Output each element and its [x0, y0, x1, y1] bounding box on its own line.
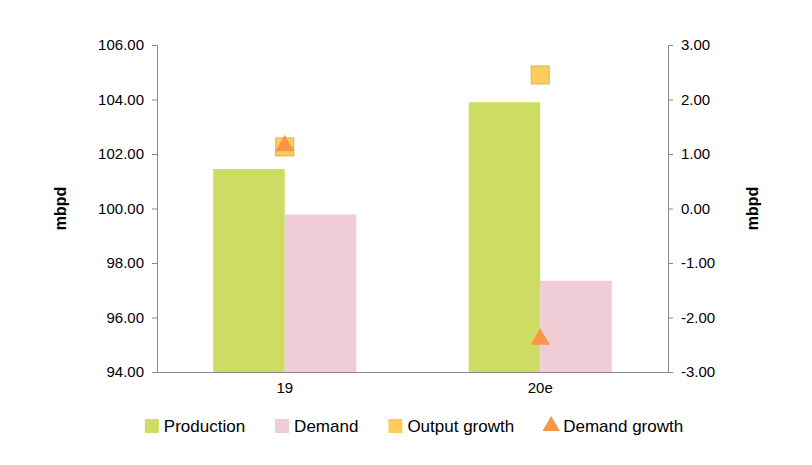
tick-mark — [152, 100, 157, 101]
tick: 3.00 — [668, 36, 710, 53]
tick-mark — [152, 318, 157, 319]
tick-mark — [668, 318, 673, 319]
tick: 19 — [276, 379, 293, 396]
tick-label: -2.00 — [681, 309, 715, 326]
legend-swatch — [275, 419, 289, 433]
tick-label: 94.00 — [106, 363, 144, 380]
tick-mark — [668, 209, 673, 210]
bar — [469, 102, 541, 372]
bar — [540, 281, 612, 372]
legend-swatch — [542, 416, 559, 431]
axis-line — [158, 372, 669, 373]
tick-mark — [152, 372, 157, 373]
tick-mark — [668, 154, 673, 155]
bar — [285, 214, 357, 372]
y2-axis: -3.00 -2.00 -1.00 0.00 1.00 2.00 3.00 — [668, 36, 715, 380]
tick-label: 2.00 — [681, 91, 710, 108]
tick: -1.00 — [668, 254, 715, 271]
tick: 94.00 — [106, 363, 157, 380]
legend-item: Production — [145, 417, 245, 436]
tick-mark — [668, 45, 673, 46]
series — [285, 214, 612, 372]
tick: 1.00 — [668, 145, 710, 162]
series — [276, 66, 550, 156]
bar — [213, 169, 285, 372]
tick-mark — [152, 209, 157, 210]
plot-marks — [213, 66, 612, 372]
tick-label: 106.00 — [98, 36, 144, 53]
marker — [531, 66, 549, 84]
legend-item: Demand — [275, 417, 358, 436]
tick-label: 3.00 — [681, 36, 710, 53]
tick-label: 0.00 — [681, 200, 710, 217]
legend-label: Demand — [294, 417, 358, 436]
tick-mark — [152, 45, 157, 46]
tick: 20e — [528, 379, 553, 396]
tick-label: -1.00 — [681, 254, 715, 271]
tick: 98.00 — [106, 254, 157, 271]
tick-label: 20e — [528, 379, 553, 396]
y-axis: 94.00 96.00 98.00 100.00 102.00 104.00 106.00 — [98, 36, 157, 380]
tick-label: 1.00 — [681, 145, 710, 162]
legend: Production Demand Output growth Demand grow… — [145, 416, 683, 436]
tick-mark — [152, 154, 157, 155]
legend-label: Demand growth — [563, 417, 683, 436]
axis-line — [152, 46, 158, 373]
tick-mark — [668, 372, 673, 373]
legend-item: Demand growth — [542, 416, 683, 436]
series — [275, 135, 550, 345]
tick: 0.00 — [668, 200, 710, 217]
tick: 96.00 — [106, 309, 157, 326]
series — [213, 102, 540, 372]
chart: 94.00 96.00 98.00 100.00 102.00 104.00 106.00 -… — [0, 0, 812, 465]
tick-label: 19 — [276, 379, 293, 396]
tick: 2.00 — [668, 91, 710, 108]
tick: 102.00 — [98, 145, 157, 162]
legend-swatch — [145, 419, 159, 433]
tick: 100.00 — [98, 200, 157, 217]
legend-item: Output growth — [388, 417, 514, 436]
tick-label: 96.00 — [106, 309, 144, 326]
marker — [531, 328, 550, 345]
tick-label: 100.00 — [98, 200, 144, 217]
tick: -2.00 — [668, 309, 715, 326]
marker — [275, 135, 294, 152]
axis-line — [669, 46, 674, 373]
legend-label: Production — [164, 417, 245, 436]
tick-mark — [152, 263, 157, 264]
tick-mark — [668, 263, 673, 264]
tick-label: -3.00 — [681, 363, 715, 380]
tick: 104.00 — [98, 91, 157, 108]
tick-label: 102.00 — [98, 145, 144, 162]
x-axis: 19 20e — [158, 373, 669, 396]
tick-label: 104.00 — [98, 91, 144, 108]
legend-swatch — [388, 419, 402, 433]
y-axis-title: mbpd — [52, 187, 69, 231]
y2-axis-title: mbpd — [744, 187, 761, 231]
tick-label: 98.00 — [106, 254, 144, 271]
tick: 106.00 — [98, 36, 157, 53]
legend-label: Output growth — [407, 417, 514, 436]
tick-mark — [668, 100, 673, 101]
tick: -3.00 — [668, 363, 715, 380]
